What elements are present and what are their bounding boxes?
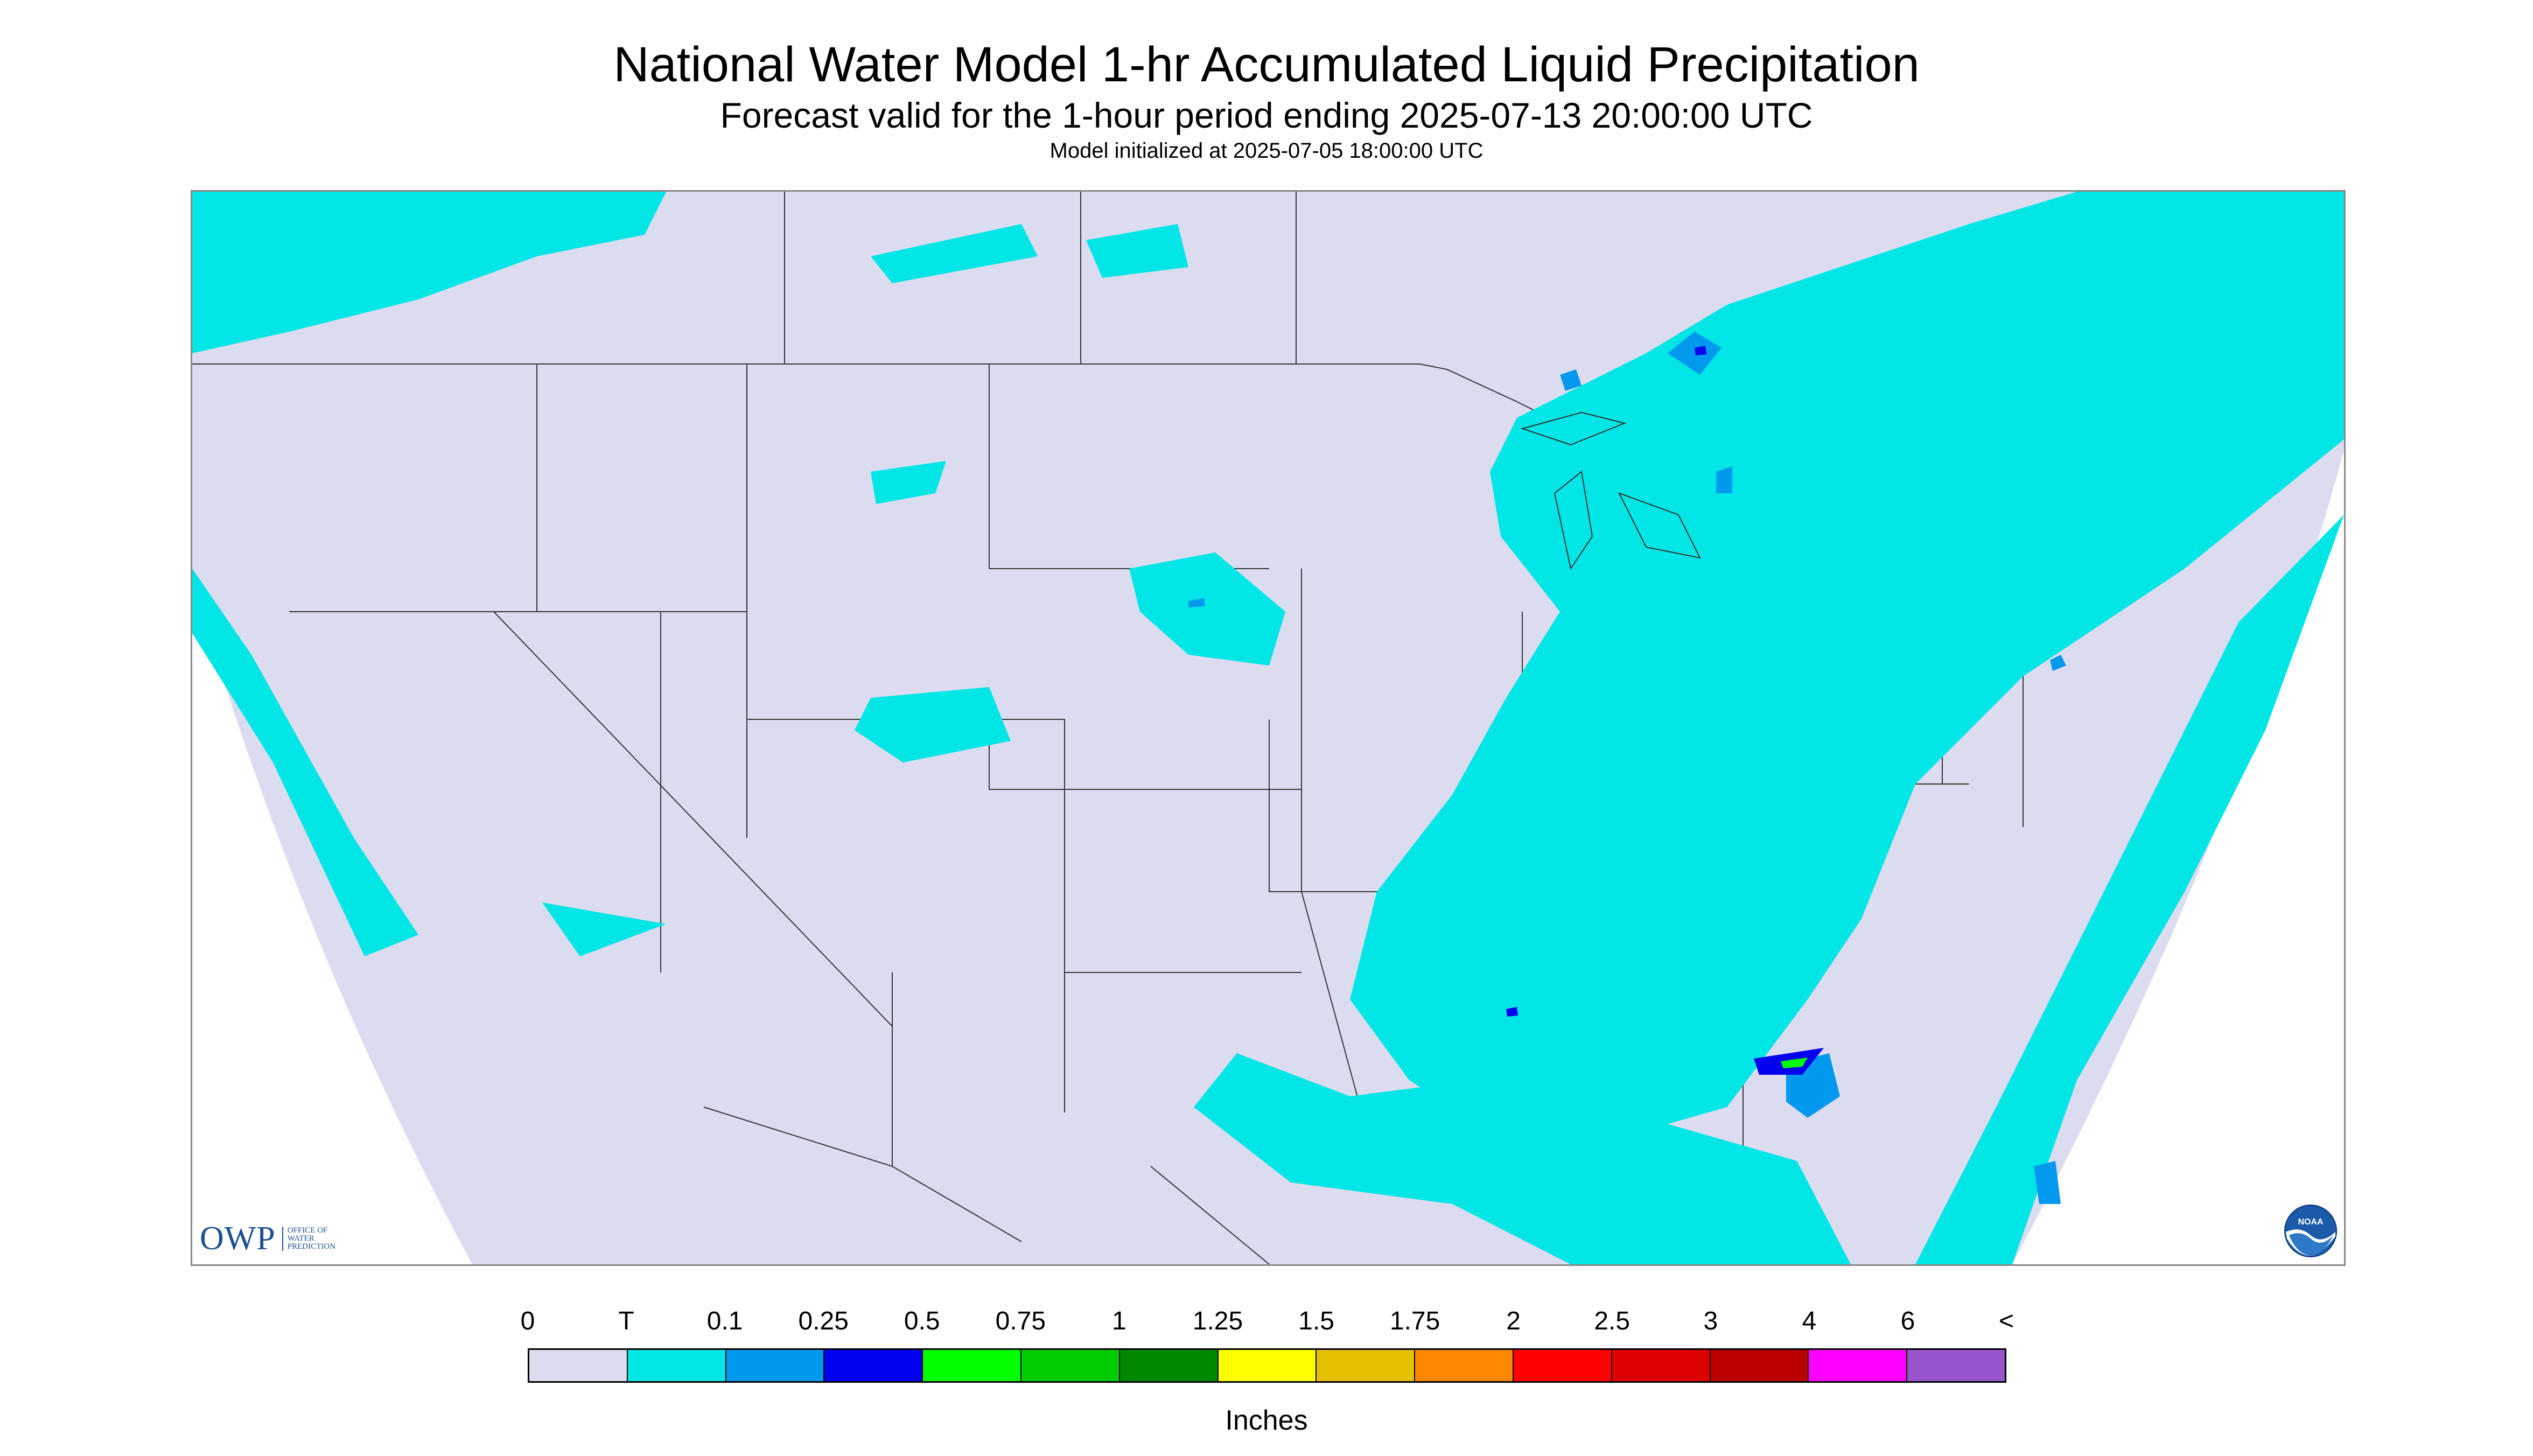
legend-label: 4 — [1802, 1307, 1817, 1335]
owp-logo-line: OFFICE OF — [287, 1226, 328, 1235]
legend-swatch — [1021, 1350, 1120, 1381]
legend-swatch — [1809, 1350, 1908, 1381]
owp-logo-line: WATER — [287, 1234, 314, 1243]
owp-logo: OWP OFFICE OF WATER PREDICTION — [200, 1220, 335, 1258]
legend-label: 3 — [1703, 1307, 1718, 1335]
legend-swatch — [1612, 1350, 1711, 1381]
legend-label: 0.25 — [798, 1307, 849, 1335]
owp-logo-line: PREDICTION — [287, 1242, 335, 1251]
map-canvas — [192, 192, 2344, 1264]
legend-swatch — [923, 1350, 1021, 1381]
legend-label: 0.5 — [904, 1307, 940, 1335]
great-lakes — [1520, 411, 1701, 570]
legend-label: 1 — [1112, 1307, 1126, 1335]
legend-label: 1.75 — [1389, 1307, 1440, 1335]
map-title: National Water Model 1-hr Accumulated Li… — [613, 37, 1920, 92]
legend-swatch — [1513, 1350, 1612, 1381]
noaa-logo-text: NOAA — [2298, 1217, 2324, 1227]
legend-label: 2.5 — [1594, 1307, 1631, 1335]
legend-swatch — [824, 1350, 923, 1381]
legend-labels: 0 T 0.1 0.25 0.5 0.75 1 1.25 1.5 1.75 2 2.5 3 4 6 < — [0, 1306, 2533, 1339]
precip-heavy — [1781, 1058, 1808, 1068]
legend-label: 6 — [1900, 1307, 1915, 1335]
precipitation-map: OWP OFFICE OF WATER PREDICTION NOAA — [191, 190, 2346, 1266]
legend-label: 0.1 — [706, 1307, 743, 1335]
legend-colorbar — [528, 1348, 2006, 1383]
legend-swatch — [529, 1350, 628, 1381]
legend-label: 0 — [520, 1307, 535, 1335]
noaa-logo-icon: NOAA — [2284, 1205, 2337, 1257]
legend-label: T — [618, 1307, 634, 1335]
model-init-line: Model initialized at 2025-07-05 18:00:00… — [1049, 139, 1484, 163]
owp-logo-mark: OWP — [200, 1220, 276, 1257]
legend-swatch — [1119, 1350, 1219, 1381]
legend-swatch — [726, 1350, 825, 1381]
legend-swatch — [1317, 1350, 1416, 1381]
forecast-valid-subtitle: Forecast valid for the 1-hour period end… — [720, 95, 1813, 135]
legend-swatch — [1415, 1350, 1514, 1381]
legend-label: < — [1998, 1307, 2014, 1335]
legend-swatch — [627, 1350, 726, 1381]
legend-label: 2 — [1506, 1307, 1521, 1335]
legend-label: 1.25 — [1192, 1307, 1243, 1335]
legend-swatch — [1907, 1350, 2005, 1381]
legend-units: Inches — [1225, 1405, 1308, 1436]
legend-label: 1.5 — [1298, 1307, 1334, 1335]
owp-logo-text: OFFICE OF WATER PREDICTION — [282, 1227, 335, 1251]
legend-swatch — [1218, 1350, 1317, 1381]
legend-swatch — [1710, 1350, 1809, 1381]
legend-label: 0.75 — [995, 1307, 1046, 1335]
